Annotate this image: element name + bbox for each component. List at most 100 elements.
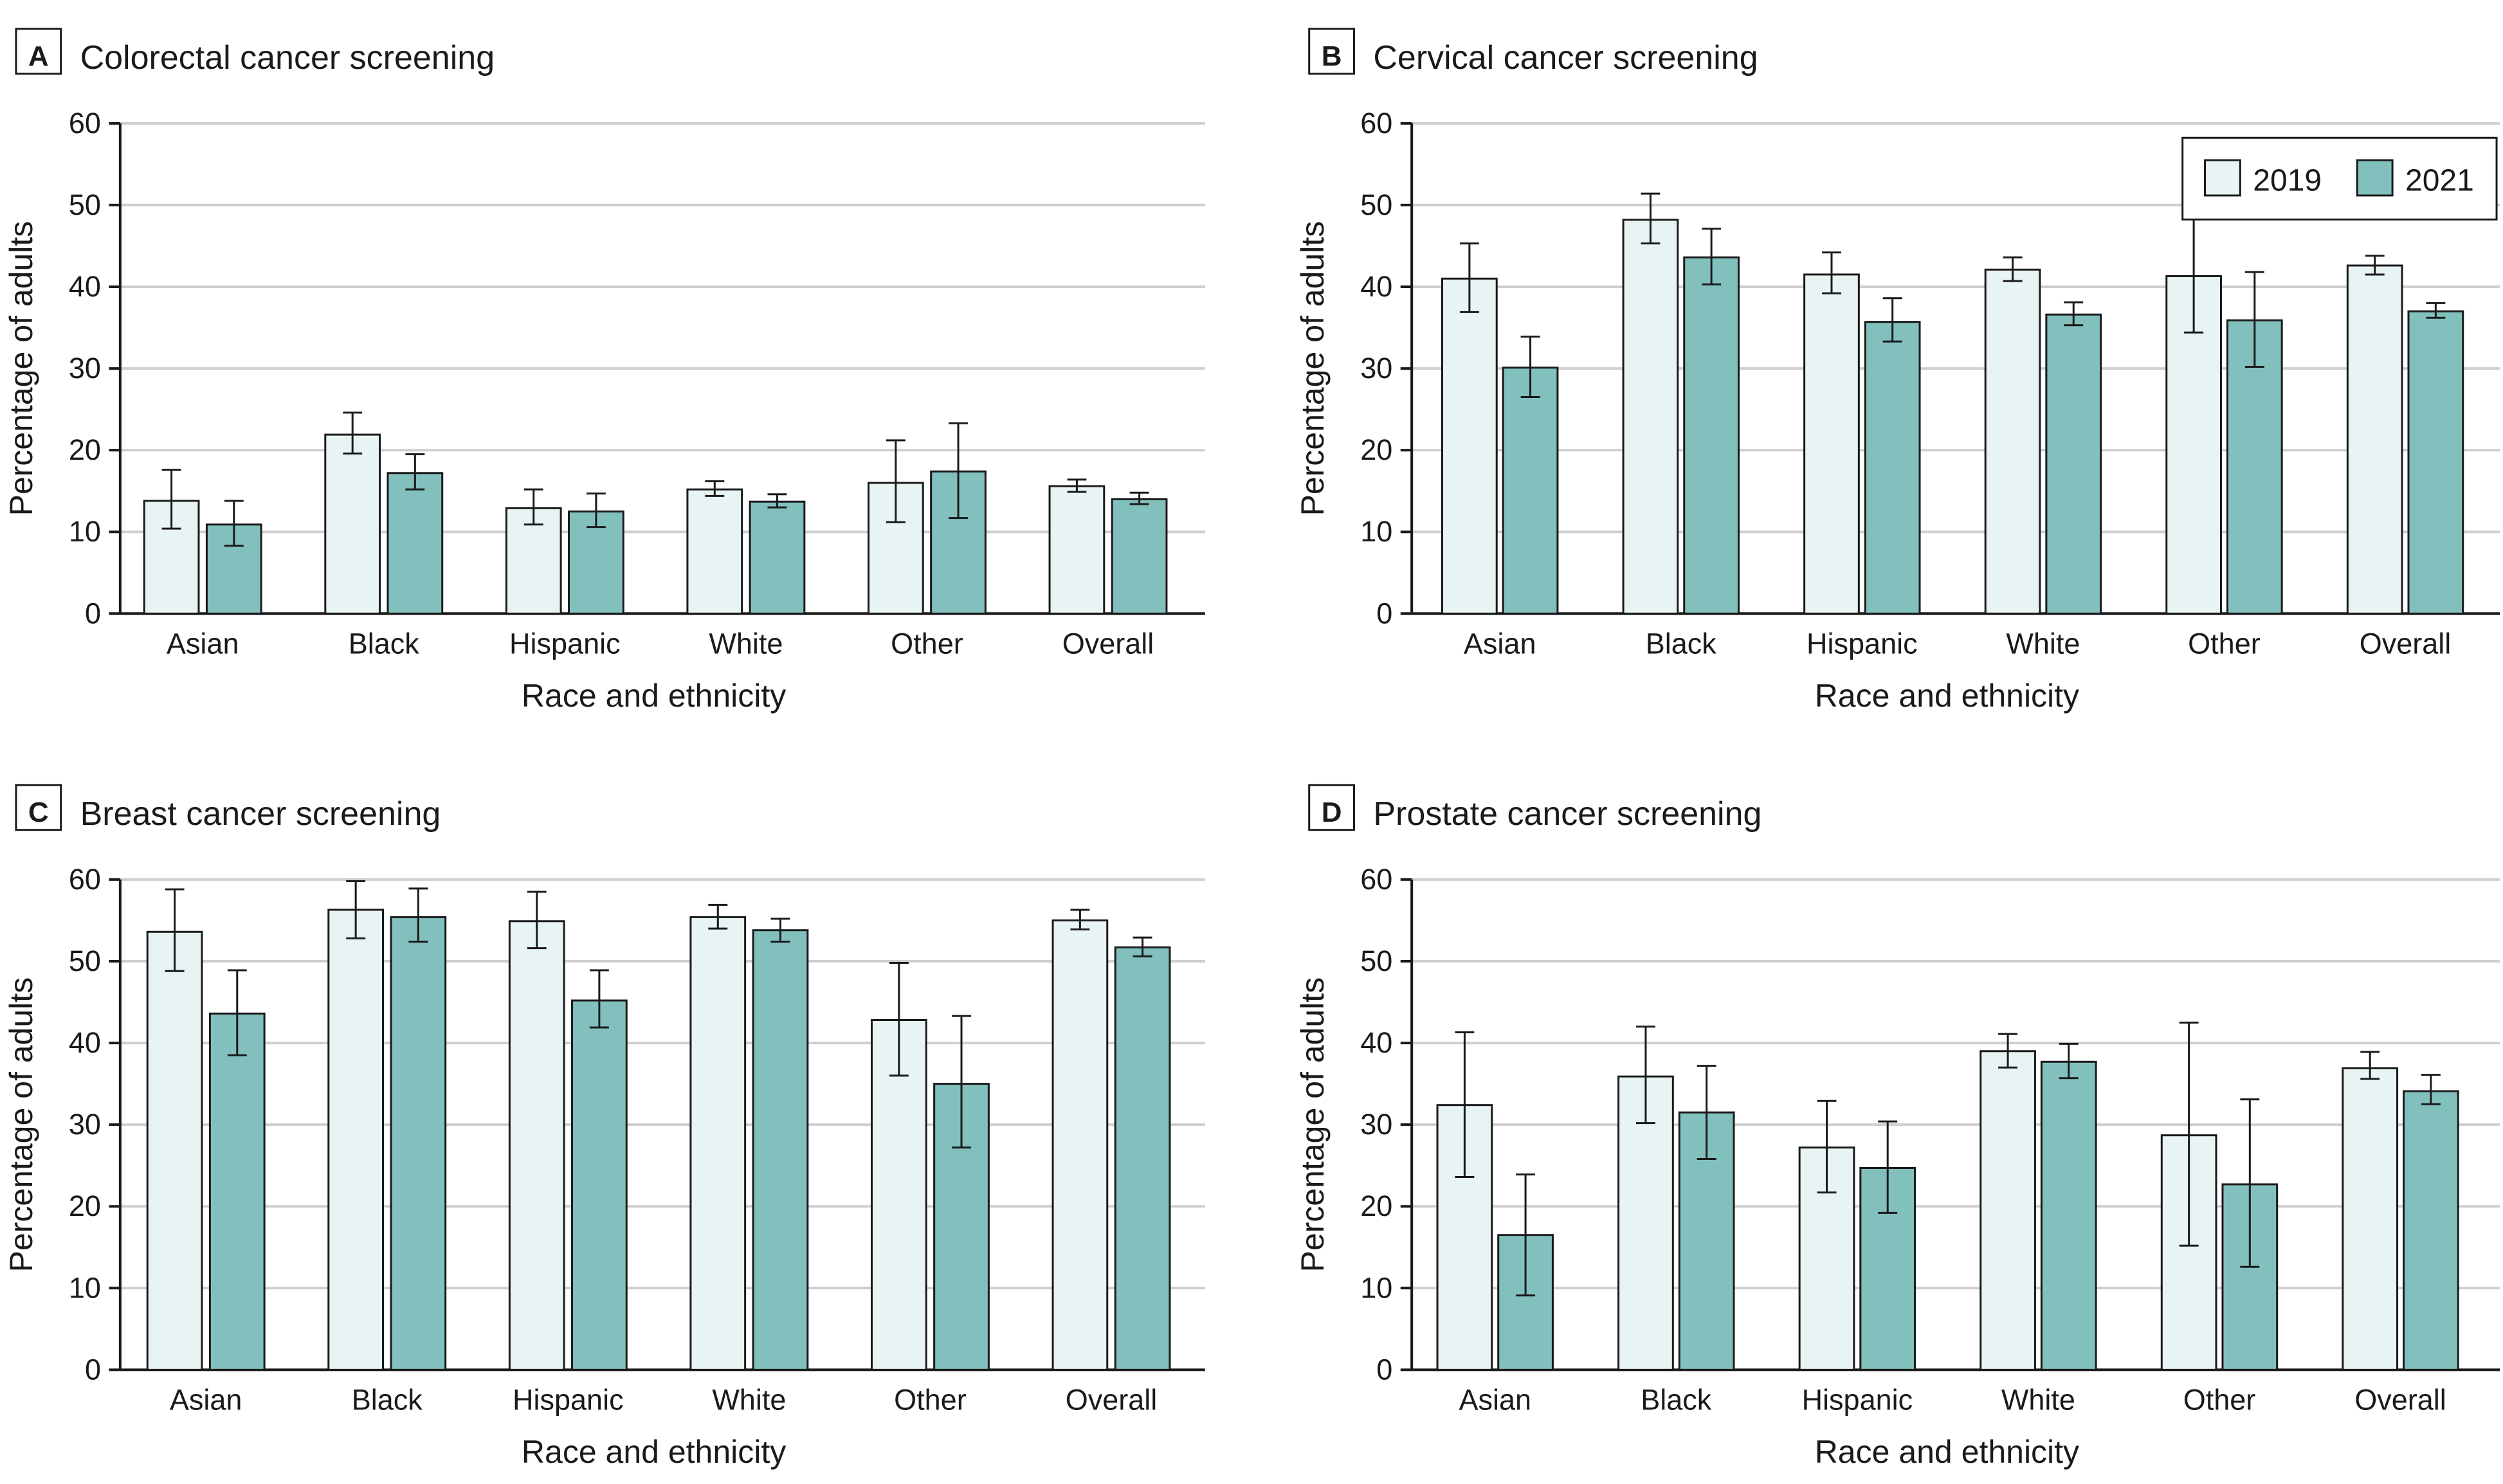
error-bar-2019-other [889,962,909,1077]
bar-2021-asian [208,1012,266,1371]
error-bar-2021-black [405,453,425,491]
error-bar-2019-asian [1459,242,1479,313]
y-tick-label: 40 [69,270,101,303]
legend-swatch-2019 [2204,159,2241,197]
error-bar-2019-hispanic [523,488,543,526]
bar-2019-black [324,433,381,615]
error-bar-2021-asian [1520,336,1540,399]
error-bar-2019-white [708,903,728,930]
x-tick-label: Overall [2360,628,2452,660]
bar-2019-hispanic [508,920,565,1371]
error-bar-2019-white [1998,1033,2018,1069]
y-tick-label: 50 [1360,188,1392,221]
panel-letter-box [1308,28,1355,75]
panel-a: A Colorectal cancer screening 0 10 20 30 40 50 6… [3,28,1205,714]
bar-2019-overall [2346,264,2403,615]
error-bar-2021-black [408,887,428,943]
y-tick-label: 0 [85,1353,101,1386]
error-bar-2021-asian [1516,1173,1536,1297]
x-tick-label: Other [2188,628,2261,660]
x-tick-label: Other [894,1384,967,1416]
error-bar-2021-black [1702,228,1722,285]
y-tick-label: 20 [1360,433,1392,466]
panel-letter: D [1322,797,1342,828]
y-axis-title: Percentage of adults [1295,977,1331,1272]
bar-2019-overall [1051,919,1109,1371]
panel-title: Prostate cancer screening [1373,795,1761,833]
x-tick-label: Black [352,1384,423,1416]
y-tick-label: 50 [69,945,101,977]
error-bar-2019-asian [1455,1031,1475,1178]
error-bar-2021-hispanic [1878,1120,1898,1214]
y-axis-title: Percentage of adults [3,221,39,516]
panel-title: Breast cancer screening [80,795,441,833]
y-tick-label: 20 [69,433,101,466]
y-axis-title: Percentage of adults [1295,221,1331,516]
x-axis-title: Race and ethnicity [1815,1434,2079,1470]
x-axis-title: Race and ethnicity [522,1434,786,1470]
bar-2019-white [1980,1050,2036,1371]
bar-2021-hispanic [571,999,628,1371]
x-tick-label: Hispanic [509,628,621,660]
error-bar-2019-other [886,439,906,523]
y-tick-label: 10 [69,515,101,548]
y-tick-label: 20 [1360,1190,1392,1222]
y-tick-label: 30 [69,352,101,385]
y-tick-label: 40 [1360,270,1392,303]
x-tick-label: Asian [170,1384,242,1416]
x-tick-label: Black [349,628,420,660]
panel-b: B Cervical cancer screening 0 10 20 30 40 50 60 A… [1295,28,2500,714]
y-tick-label: 60 [1360,863,1392,896]
x-tick-label: Asian [167,628,239,660]
error-bar-2021-other [2240,1098,2260,1268]
x-tick-label: Black [1641,1384,1712,1416]
x-tick-label: Overall [1066,1384,1158,1416]
legend: 2019 2021 [2181,136,2498,221]
error-bar-2021-hispanic [1882,297,1902,343]
error-bar-2021-white [2064,301,2084,327]
bar-2021-hispanic [568,510,624,615]
y-tick-label: 10 [1360,515,1392,548]
bar-2019-black [327,909,385,1371]
bar-2021-overall [2407,310,2464,615]
error-bar-2019-overall [2360,1051,2380,1080]
bar-2021-overall [2403,1090,2459,1371]
bar-2021-white [2045,313,2102,615]
error-bar-2021-overall [1133,936,1152,957]
bar-2019-overall [1048,485,1106,615]
error-bar-2019-hispanic [527,891,547,950]
error-bar-2019-white [705,480,725,497]
x-tick-label: White [709,628,783,660]
error-bar-2019-black [1636,1026,1655,1125]
bar-2019-white [1984,268,2041,615]
panel-letter-box [15,28,62,75]
error-bar-2021-white [770,918,790,943]
panel-d: D Prostate cancer screening 0 10 20 30 40 50 60 A… [1295,784,2500,1470]
x-axis-title: Race and ethnicity [1815,678,2079,714]
bar-2019-hispanic [505,507,562,615]
y-tick-label: 60 [69,107,101,140]
panel-title: Colorectal cancer screening [80,39,495,77]
x-tick-label: Black [1646,628,1717,660]
error-bar-2019-white [2003,256,2023,282]
error-bar-2021-black [1697,1065,1716,1161]
bar-2019-black [1617,1075,1674,1371]
bar-2021-black [1683,256,1740,615]
y-tick-label: 10 [1360,1271,1392,1304]
error-bar-2019-black [346,880,366,939]
x-tick-label: Other [2183,1384,2256,1416]
error-bar-2021-overall [2421,1074,2441,1105]
y-tick-label: 30 [1360,1108,1392,1141]
y-tick-label: 60 [1360,107,1392,140]
y-tick-label: 60 [69,863,101,896]
x-tick-label: Asian [1464,628,1536,660]
x-tick-label: Hispanic [1807,628,1918,660]
y-tick-label: 10 [69,1271,101,1304]
x-tick-label: Overall [1062,628,1154,660]
error-bar-2021-overall [2426,302,2446,319]
bar-2019-asian [146,930,203,1371]
bar-2019-overall [2342,1067,2399,1371]
panel-letter: C [28,797,49,828]
bar-2021-overall [1111,498,1168,615]
